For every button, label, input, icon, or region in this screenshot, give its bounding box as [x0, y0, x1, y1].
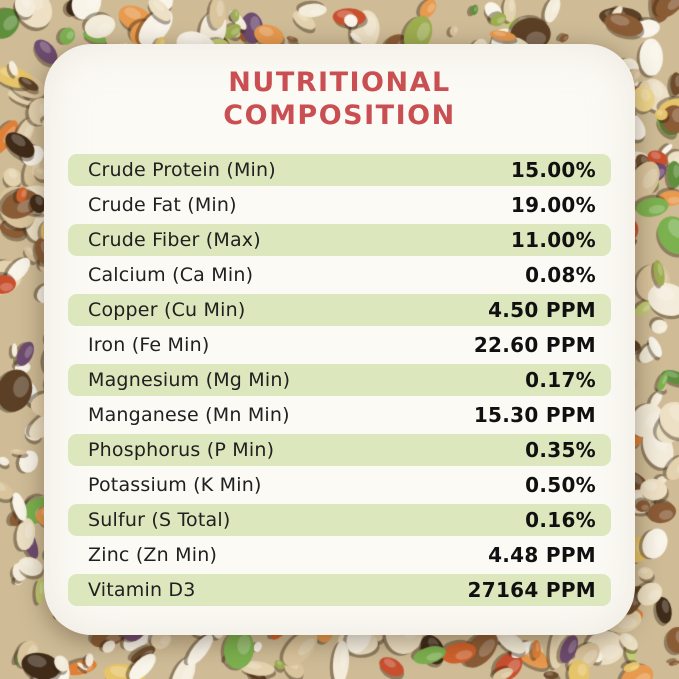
- nutrient-label: Potassium (K Min): [88, 474, 262, 496]
- nutrient-value: 0.16%: [525, 508, 596, 532]
- nutrition-card: NUTRITIONAL COMPOSITION Crude Protein (M…: [44, 44, 635, 635]
- nutrient-value: 22.60 PPM: [473, 333, 596, 357]
- table-row: Zinc (Zn Min) 4.48 PPM: [68, 539, 611, 571]
- nutrient-label: Sulfur (S Total): [88, 509, 231, 531]
- nutrient-value: 0.50%: [525, 473, 596, 497]
- page-title: NUTRITIONAL COMPOSITION: [44, 66, 635, 132]
- nutrient-label: Manganese (Mn Min): [88, 404, 290, 426]
- nutrient-label: Phosphorus (P Min): [88, 439, 275, 461]
- nutrient-value: 19.00%: [510, 193, 596, 217]
- nutrient-label: Crude Protein (Min): [88, 159, 276, 181]
- nutrient-label: Magnesium (Mg Min): [88, 369, 291, 391]
- nutrition-table: Crude Protein (Min) 15.00% Crude Fat (Mi…: [68, 154, 611, 606]
- table-row: Calcium (Ca Min) 0.08%: [68, 259, 611, 291]
- table-row: Vitamin D3 27164 PPM: [68, 574, 611, 606]
- nutrient-value: 15.30 PPM: [473, 403, 596, 427]
- table-row: Manganese (Mn Min) 15.30 PPM: [68, 399, 611, 431]
- nutrient-value: 0.35%: [525, 438, 596, 462]
- table-row: Magnesium (Mg Min) 0.17%: [68, 364, 611, 396]
- nutrient-label: Iron (Fe Min): [88, 334, 210, 356]
- nutrient-label: Copper (Cu Min): [88, 299, 246, 321]
- table-row: Potassium (K Min) 0.50%: [68, 469, 611, 501]
- nutrient-label: Crude Fiber (Max): [88, 229, 261, 251]
- nutrient-value: 0.08%: [525, 263, 596, 287]
- nutrient-value: 15.00%: [510, 158, 596, 182]
- table-row: Iron (Fe Min) 22.60 PPM: [68, 329, 611, 361]
- table-row: Copper (Cu Min) 4.50 PPM: [68, 294, 611, 326]
- nutrient-value: 4.48 PPM: [488, 543, 596, 567]
- nutrient-label: Zinc (Zn Min): [88, 544, 218, 566]
- nutrient-value: 27164 PPM: [467, 578, 596, 602]
- nutrient-label: Calcium (Ca Min): [88, 264, 254, 286]
- nutrient-value: 0.17%: [525, 368, 596, 392]
- nutrient-value: 11.00%: [510, 228, 596, 252]
- table-row: Crude Fiber (Max) 11.00%: [68, 224, 611, 256]
- table-row: Phosphorus (P Min) 0.35%: [68, 434, 611, 466]
- table-row: Sulfur (S Total) 0.16%: [68, 504, 611, 536]
- nutrient-label: Vitamin D3: [88, 579, 196, 601]
- nutrient-value: 4.50 PPM: [488, 298, 596, 322]
- table-row: Crude Fat (Min) 19.00%: [68, 189, 611, 221]
- nutrient-label: Crude Fat (Min): [88, 194, 237, 216]
- title-line-1: NUTRITIONAL: [228, 67, 451, 98]
- table-row: Crude Protein (Min) 15.00%: [68, 154, 611, 186]
- title-line-2: COMPOSITION: [223, 100, 456, 131]
